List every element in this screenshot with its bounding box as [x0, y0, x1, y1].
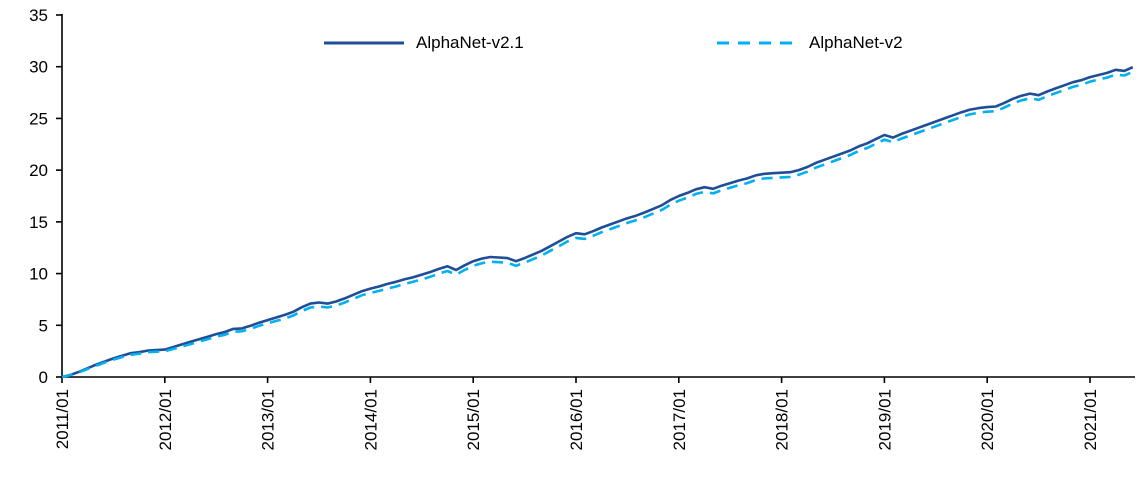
x-tick-label: 2018/01 [773, 389, 792, 450]
x-tick-label: 2019/01 [875, 389, 894, 450]
x-tick-label: 2020/01 [978, 389, 997, 450]
x-tick-label: 2015/01 [464, 389, 483, 450]
series-line-alphanet-v2 [61, 70, 1134, 379]
y-tick-label: 20 [29, 161, 48, 180]
series-line-alphanet-v2-1 [61, 66, 1134, 379]
x-tick-label: 2021/01 [1081, 389, 1100, 450]
x-tick-label: 2013/01 [259, 389, 278, 450]
y-tick-label: 10 [29, 265, 48, 284]
x-tick-label: 2014/01 [361, 389, 380, 450]
y-tick-label: 30 [29, 58, 48, 77]
x-tick-label: 2016/01 [567, 389, 586, 450]
y-tick-label: 5 [39, 316, 48, 335]
x-tick-label: 2011/01 [53, 389, 72, 449]
y-tick-label: 0 [39, 368, 48, 387]
x-tick-label: 2012/01 [156, 389, 175, 450]
y-tick-label: 15 [29, 213, 48, 232]
x-tick-label: 2017/01 [670, 389, 689, 450]
y-tick-label: 35 [29, 6, 48, 25]
y-tick-label: 25 [29, 109, 48, 128]
